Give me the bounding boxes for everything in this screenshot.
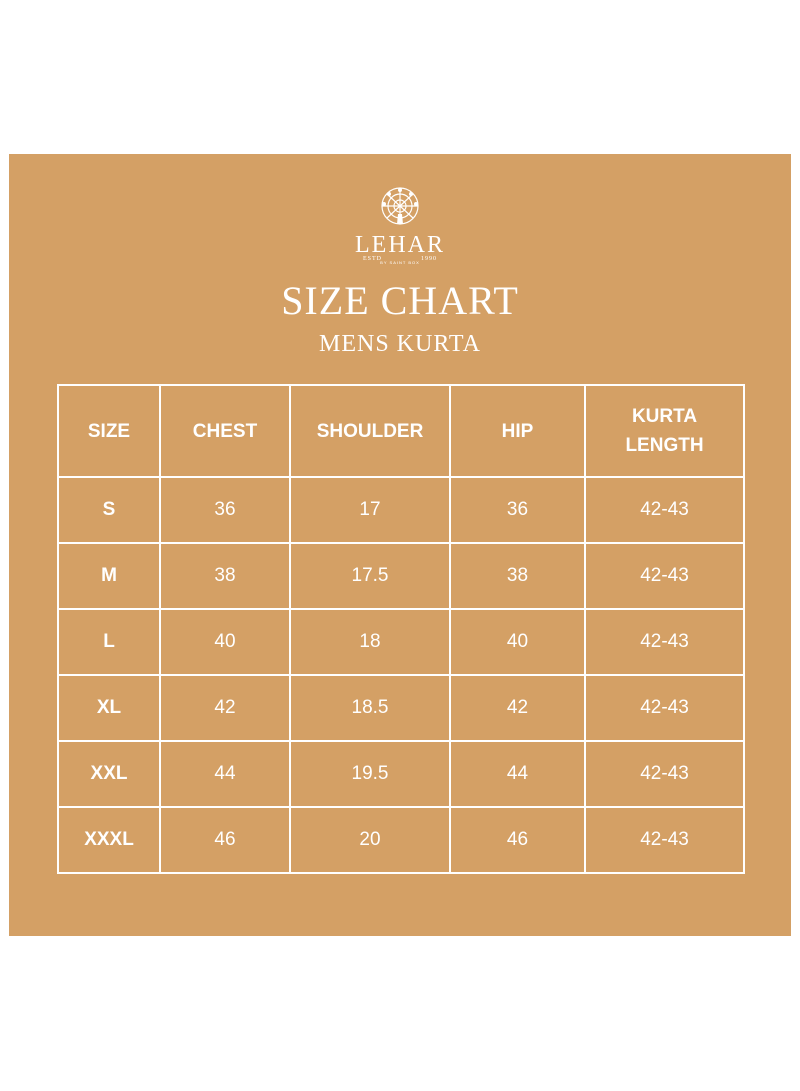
table-row: XXL 44 19.5 44 42-43 <box>57 740 745 808</box>
hip-cell: 40 <box>449 608 586 676</box>
kurta-length-cell: 42-43 <box>584 542 745 610</box>
chest-cell: 36 <box>159 476 291 544</box>
header-hip: HIP <box>449 384 586 478</box>
hip-cell: 46 <box>449 806 586 874</box>
brand-estd-year: 1990 <box>421 256 437 262</box>
table-row: XXXL 46 20 46 42-43 <box>57 806 745 874</box>
kurta-length-cell: 42-43 <box>584 674 745 742</box>
header-chest: CHEST <box>159 384 291 478</box>
brand-estd-label: ESTD <box>363 256 382 262</box>
header-kurta-length: KURTA LENGTH <box>584 384 745 478</box>
hip-cell: 36 <box>449 476 586 544</box>
shoulder-cell: 20 <box>289 806 451 874</box>
kurta-length-cell: 42-43 <box>584 806 745 874</box>
table-row: M 38 17.5 38 42-43 <box>57 542 745 610</box>
brand-tagline: BY SAINT BOX <box>380 260 420 265</box>
hip-cell: 42 <box>449 674 586 742</box>
chest-cell: 38 <box>159 542 291 610</box>
hip-cell: 44 <box>449 740 586 808</box>
header-shoulder: SHOULDER <box>289 384 451 478</box>
page-subtitle: MENS KURTA <box>319 331 481 357</box>
brand-logo: ESTD 1990 LEHAR BY SAINT BOX <box>9 184 791 265</box>
shoulder-cell: 18 <box>289 608 451 676</box>
chest-cell: 42 <box>159 674 291 742</box>
size-cell: L <box>57 608 161 676</box>
size-cell: S <box>57 476 161 544</box>
shoulder-cell: 19.5 <box>289 740 451 808</box>
peacock-emblem-icon <box>381 187 419 225</box>
page-title: SIZE CHART <box>281 278 519 323</box>
chest-cell: 40 <box>159 608 291 676</box>
chest-cell: 44 <box>159 740 291 808</box>
kurta-length-cell: 42-43 <box>584 476 745 544</box>
table-header-row: SIZE CHEST SHOULDER HIP KURTA LENGTH <box>57 384 745 478</box>
shoulder-cell: 18.5 <box>289 674 451 742</box>
kurta-length-cell: 42-43 <box>584 608 745 676</box>
size-cell: M <box>57 542 161 610</box>
shoulder-cell: 17 <box>289 476 451 544</box>
chest-cell: 46 <box>159 806 291 874</box>
size-chart-panel: ESTD 1990 LEHAR BY SAINT BOX SIZE CHART … <box>9 154 791 936</box>
table-row: S 36 17 36 42-43 <box>57 476 745 544</box>
table-row: L 40 18 40 42-43 <box>57 608 745 676</box>
kurta-length-cell: 42-43 <box>584 740 745 808</box>
size-table: SIZE CHEST SHOULDER HIP KURTA LENGTH S 3… <box>57 384 745 874</box>
shoulder-cell: 17.5 <box>289 542 451 610</box>
brand-wordmark: LEHAR <box>355 232 445 258</box>
size-cell: XL <box>57 674 161 742</box>
size-cell: XXXL <box>57 806 161 874</box>
table-row: XL 42 18.5 42 42-43 <box>57 674 745 742</box>
size-cell: XXL <box>57 740 161 808</box>
hip-cell: 38 <box>449 542 586 610</box>
header-size: SIZE <box>57 384 161 478</box>
